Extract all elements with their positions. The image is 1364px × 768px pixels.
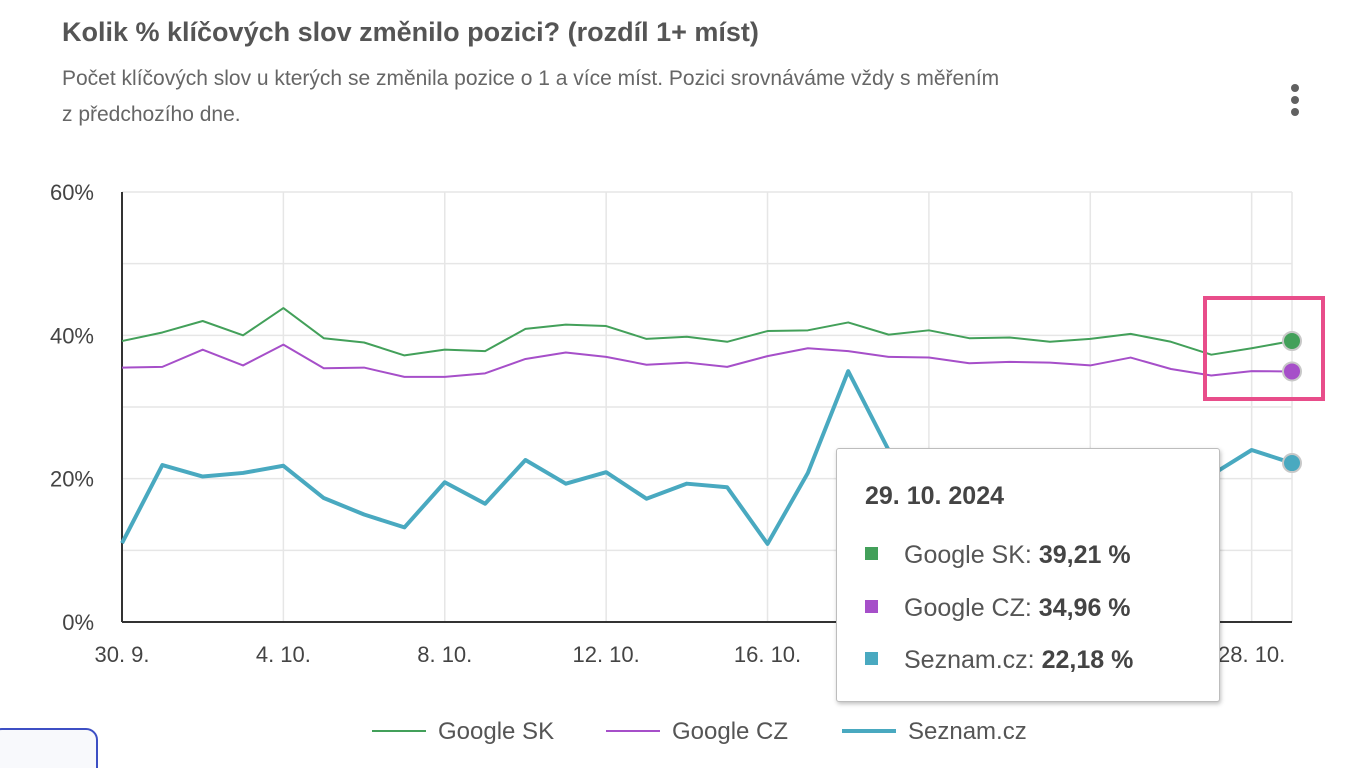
tooltip-swatch [865,600,878,613]
data-point-highlight [1282,361,1302,382]
tooltip-row-google-cz: Google CZ: 34,96 % [865,594,1131,623]
more-options-button[interactable] [1280,82,1310,118]
series-line-google-sk [121,307,1293,357]
y-tick-label: 20% [50,467,94,492]
data-point-highlight [1282,330,1302,351]
tooltip-row-google-sk: Google SK: 39,21 % [865,541,1131,570]
tooltip-label: Google SK: [904,541,1032,569]
more-vert-icon [1291,84,1299,92]
tooltip-row-seznam: Seznam.cz: 22,18 % [865,646,1133,675]
data-point-highlight [1282,453,1302,474]
y-tick-label: 60% [50,180,94,205]
y-tick-label: 0% [62,610,94,635]
tooltip-value: 34,96 % [1038,594,1131,622]
tooltip-label: Seznam.cz: [904,646,1035,674]
x-tick-label: 28. 10. [1218,642,1285,667]
more-vert-icon-dot [1291,108,1299,116]
floating-panel[interactable] [0,728,98,768]
chart-subtitle: Počet klíčových slov u kterých se změnil… [62,67,1000,126]
x-tick-label: 8. 10. [417,642,472,667]
tooltip-value: 22,18 % [1041,646,1134,674]
legend-label: Google CZ [672,718,788,745]
x-tick-label: 4. 10. [256,642,311,667]
series-line-google-cz [121,343,1293,378]
x-tick-label: 12. 10. [572,642,639,667]
tooltip-label: Google CZ: [904,594,1032,622]
more-vert-icon-dot [1291,96,1299,104]
x-tick-label: 30. 9. [94,642,149,667]
chart-tooltip: 29. 10. 2024 Google SK: 39,21 % Google C… [836,448,1220,702]
highlight-annotation-box [1203,296,1325,401]
legend-label: Seznam.cz [908,718,1027,745]
tooltip-value: 39,21 % [1038,541,1131,569]
chart-title: Kolik % klíčových slov změnilo pozici? (… [62,17,759,47]
tooltip-date: 29. 10. 2024 [865,482,1005,510]
legend-label: Google SK [438,718,554,745]
y-tick-label: 40% [50,323,94,348]
x-tick-label: 16. 10. [734,642,801,667]
tooltip-swatch [865,547,878,560]
tooltip-swatch [865,652,878,665]
